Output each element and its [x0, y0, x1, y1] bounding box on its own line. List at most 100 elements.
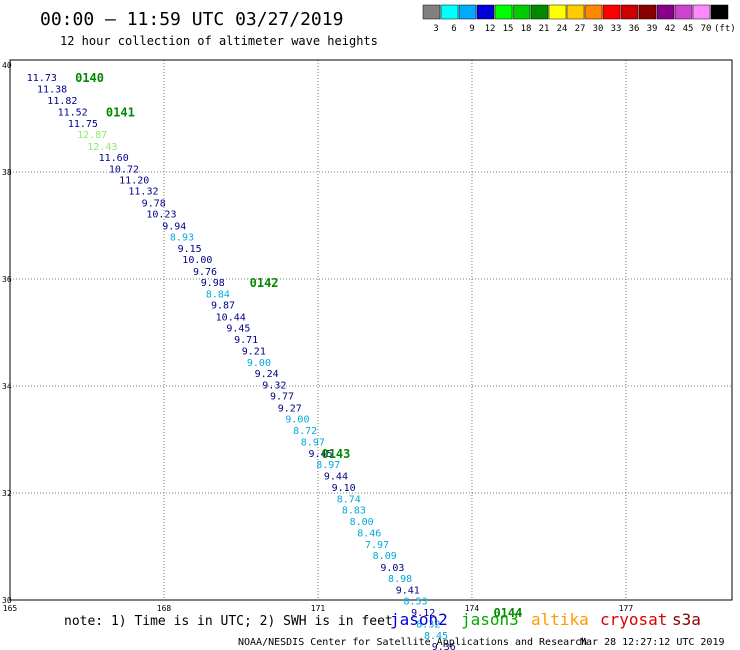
y-tick-label: 36 [2, 275, 12, 284]
y-tick-label: 30 [2, 596, 12, 605]
legend-bin-label: 36 [629, 24, 640, 34]
legend-swatch [530, 4, 549, 20]
legend-swatch [422, 4, 441, 20]
wave-height-label: 9.41 [396, 585, 420, 596]
legend-swatch [602, 4, 621, 20]
wave-height-label: 9.24 [255, 369, 279, 380]
legend-unit: (ft) [714, 24, 736, 34]
wave-height-label: 11.75 [68, 119, 98, 130]
satellite-legend-item: s3a [672, 610, 701, 629]
legend-swatch [566, 4, 585, 20]
wave-height-label: 9.87 [211, 301, 235, 312]
wave-height-label: 9.78 [142, 198, 166, 209]
wave-height-label: 8.84 [206, 289, 230, 300]
wave-height-label: 8.97 [316, 460, 340, 471]
wave-height-label: 8.97 [301, 438, 325, 449]
wave-height-label: 11.52 [58, 108, 88, 119]
x-tick-label: 174 [465, 604, 480, 613]
legend-swatch [656, 4, 675, 20]
wave-height-label: 9.10 [332, 483, 356, 494]
wave-height-label: 9.45 [226, 324, 250, 335]
legend-swatch [692, 4, 711, 20]
legend-bin-label: 27 [575, 24, 586, 34]
legend-bin-label: 42 [665, 24, 676, 34]
wave-height-label: 8.83 [342, 506, 366, 517]
wave-height-label: 9.94 [162, 222, 186, 233]
y-tick-label: 38 [2, 168, 12, 177]
wave-height-label: 8.74 [337, 494, 361, 505]
y-tick-label: 32 [2, 489, 12, 498]
footer-credit: NOAA/NESDIS Center for Satellite Applica… [238, 637, 587, 648]
wave-height-label: 11.73 [27, 73, 57, 84]
wave-height-label: 12.43 [87, 142, 117, 153]
footer-note: note: 1) Time is in UTC; 2) SWH is in fe… [64, 614, 393, 629]
axis-tick-labels: 165 168 171 174 177 30 32 34 36 38 40 [2, 61, 633, 613]
x-tick-label: 171 [311, 604, 326, 613]
map-grid [10, 60, 732, 600]
wave-height-label: 11.60 [99, 153, 129, 164]
satellite-legend-item: cryosat [600, 610, 667, 629]
wave-height-label: 9.32 [262, 380, 286, 391]
satellite-legend: jason2 jason3 altika cryosat s3a [390, 610, 701, 629]
wave-height-label: 9.98 [201, 278, 225, 289]
legend-bin-label: 30 [593, 24, 604, 34]
wave-height-label: 10.00 [182, 255, 212, 266]
wave-height-label: 10.44 [216, 312, 246, 323]
legend-swatch [458, 4, 477, 20]
wave-height-label: 10.23 [146, 210, 176, 221]
satellite-legend-item: altika [531, 610, 589, 629]
wave-height-label: 8.45 [424, 631, 448, 642]
wave-height-label: 11.32 [128, 187, 158, 198]
wave-height-label: 8.72 [293, 426, 317, 437]
wave-height-label: 9.77 [270, 392, 294, 403]
pass-time-label: 0142 [250, 276, 279, 290]
legend-bin-label: 33 [611, 24, 622, 34]
wave-height-label: 9.45 [308, 449, 332, 460]
y-tick-label: 40 [2, 61, 12, 70]
legend-bin-label: 24 [557, 24, 568, 34]
legend-swatch [584, 4, 603, 20]
wave-height-label: 11.82 [47, 96, 77, 107]
wave-height-label: 8.46 [357, 529, 381, 540]
wave-height-label: 9.36 [432, 642, 456, 650]
wave-height-label: 9.15 [178, 244, 202, 255]
legend-swatch [512, 4, 531, 20]
x-tick-label: 177 [619, 604, 634, 613]
wave-height-label: 9.44 [324, 471, 348, 482]
legend-swatch [494, 4, 513, 20]
legend-swatch [674, 4, 693, 20]
x-tick-label: 168 [157, 604, 172, 613]
wave-height-label: 8.98 [388, 574, 412, 585]
wave-height-label: 7.97 [365, 540, 389, 551]
wave-height-label: 8.93 [170, 233, 194, 244]
wave-height-label: 11.20 [119, 175, 149, 186]
color-scale-legend: 3 6 9 12 15 18 21 24 27 30 33 36 39 42 45 70 (ft) [422, 4, 736, 34]
wave-height-label: 9.03 [380, 563, 404, 574]
legend-bin-label: 21 [539, 24, 550, 34]
legend-bin-label: 3 [433, 24, 438, 34]
legend-swatch [440, 4, 459, 20]
legend-swatch [710, 4, 729, 20]
legend-bin-label: 70 [701, 24, 712, 34]
map-frame [9, 59, 733, 601]
pass-time-label: 0143 [321, 447, 350, 461]
wave-height-label: 8.53 [403, 597, 427, 608]
legend-bin-label: 9 [469, 24, 474, 34]
y-tick-label: 34 [2, 382, 12, 391]
legend-swatch [548, 4, 567, 20]
map-subtitle: 12 hour collection of altimeter wave hei… [60, 34, 378, 48]
satellite-legend-item: jason2 [390, 610, 448, 629]
legend-swatch [620, 4, 639, 20]
map-title: 00:00 – 11:59 UTC 03/27/2019 [40, 9, 343, 30]
legend-bin-label: 15 [503, 24, 514, 34]
wave-height-label: 9.76 [193, 267, 217, 278]
legend-bin-label: 45 [683, 24, 694, 34]
wave-height-label: 9.00 [247, 358, 271, 369]
wave-height-label: 11.38 [37, 85, 67, 96]
wave-height-label: 10.72 [109, 164, 139, 175]
pass-time-labels: 0140 0141 0142 0143 0144 [75, 71, 522, 620]
legend-swatch [638, 4, 657, 20]
legend-swatch [476, 4, 495, 20]
